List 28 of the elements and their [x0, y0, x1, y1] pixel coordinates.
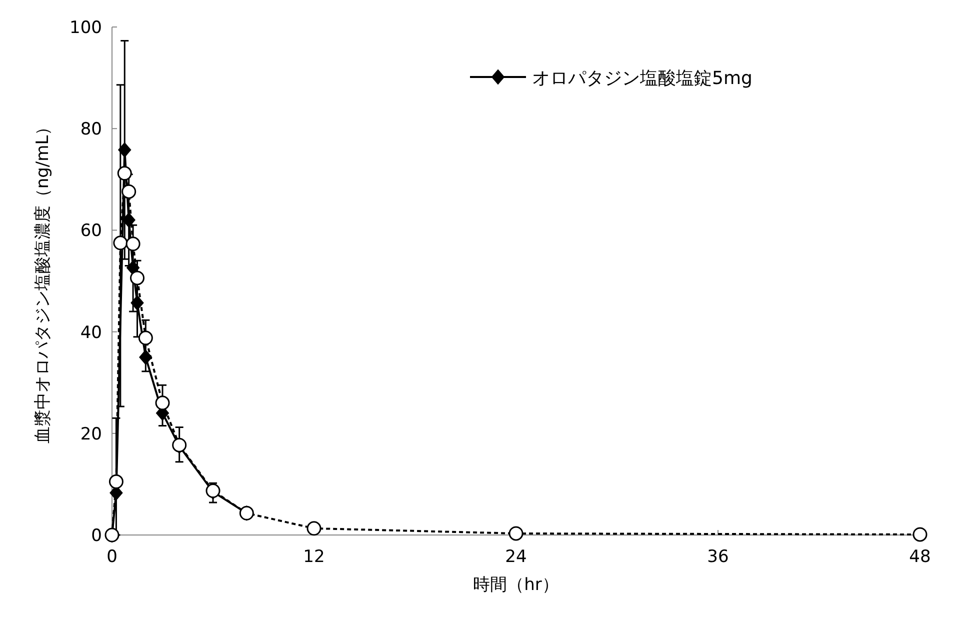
point	[912, 527, 928, 542]
x-tick-label: 24	[505, 547, 527, 567]
point	[155, 396, 170, 410]
x-tick-label: 0	[106, 547, 118, 567]
y-tick-label: 80	[80, 120, 102, 140]
point	[122, 184, 136, 199]
point	[126, 236, 140, 252]
y-tick-label: 20	[80, 424, 102, 444]
point	[113, 236, 128, 250]
y-tick-label: 60	[80, 221, 102, 242]
point	[108, 474, 124, 489]
y-axis-title: 血漿中オロパタジン塩酸塩濃度（ng/mL）	[33, 118, 53, 444]
x-tick-label: 36	[707, 547, 729, 567]
point	[118, 142, 132, 158]
y-tick-label: 0	[91, 526, 102, 546]
point	[117, 166, 132, 181]
x-tick-label: 48	[909, 547, 931, 567]
y-tick-label: 40	[80, 322, 102, 343]
point	[138, 330, 153, 346]
x-tick-label: 12	[303, 547, 325, 567]
point	[130, 270, 144, 286]
x-axis-title: 時間（hr）	[473, 575, 559, 595]
point	[139, 350, 152, 365]
point	[508, 526, 524, 541]
y-tick-label: 100	[70, 18, 102, 38]
legend-label: オロパタジン塩酸塩錠5mg	[532, 68, 752, 89]
point	[130, 295, 144, 310]
point	[306, 521, 322, 536]
